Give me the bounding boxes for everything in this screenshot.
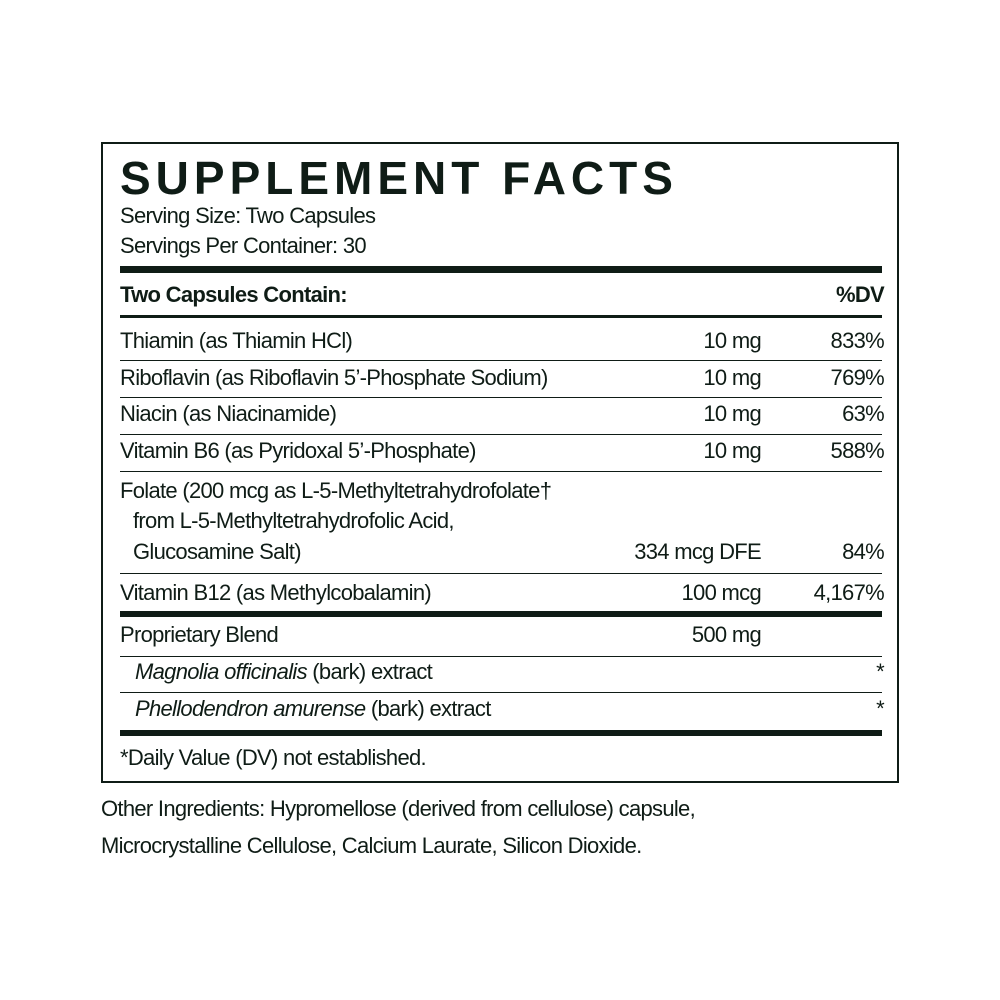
divider: [120, 434, 882, 435]
row-dv: 63%: [842, 401, 885, 426]
divider: [120, 573, 882, 574]
other-ingredients: Other Ingredients: Hypromellose (derived…: [101, 790, 901, 864]
other-ingredients-line: Other Ingredients: Hypromellose (derived…: [101, 796, 696, 821]
thick-divider: [120, 611, 882, 617]
row-dv: 4,167%: [813, 580, 885, 605]
row-dv: 769%: [830, 365, 885, 390]
row-amount: 334 mcg DFE: [634, 539, 761, 564]
other-ingredients-line: Microcrystalline Cellulose, Calcium Laur…: [101, 833, 642, 858]
row-name: Thiamin (as Thiamin HCl): [120, 328, 353, 353]
row-name: Riboflavin (as Riboflavin 5’-Phosphate S…: [120, 365, 548, 390]
header-dv: %DV: [835, 282, 885, 307]
row-amount: 10 mg: [703, 365, 761, 390]
serving-size: Serving Size: Two Capsules: [120, 203, 376, 228]
row-amount: 10 mg: [703, 438, 761, 463]
blend-item-part: (bark) extract: [365, 696, 491, 721]
divider: [120, 692, 882, 693]
blend-item: Magnolia officinalis (bark) extract: [135, 659, 433, 685]
header-contain: Two Capsules Contain:: [120, 282, 348, 307]
divider: [120, 360, 882, 361]
footnote: *Daily Value (DV) not established.: [120, 745, 427, 770]
latin-name: Magnolia officinalis: [135, 659, 308, 684]
row-name: Vitamin B12 (as Methylcobalamin): [120, 580, 432, 605]
divider: [120, 397, 882, 398]
latin-name: Phellodendron amurense: [135, 696, 366, 721]
blend-amount: 500 mg: [691, 622, 762, 647]
blend-item-part: (bark) extract: [306, 659, 433, 684]
row-dv: 84%: [842, 539, 885, 564]
row-name-line: from L-5-Methyltetrahydrofolic Acid,: [133, 508, 455, 533]
servings-per-container: Servings Per Container: 30: [120, 233, 367, 258]
thick-divider: [120, 266, 882, 273]
panel-title: SUPPLEMENT FACTS: [120, 152, 678, 204]
row-name: Vitamin B6 (as Pyridoxal 5’-Phosphate): [120, 438, 476, 463]
row-amount: 10 mg: [703, 328, 761, 353]
supplement-facts-panel: SUPPLEMENT FACTS Serving Size: Two Capsu…: [101, 142, 899, 783]
row-amount: 100 mcg: [681, 580, 762, 605]
blend-item: Phellodendron amurense (bark) extract: [135, 696, 491, 722]
row-dv: *: [876, 659, 885, 684]
row-name-line: Glucosamine Salt): [133, 539, 302, 564]
blend-name: Proprietary Blend: [120, 622, 279, 647]
divider: [120, 315, 882, 318]
divider: [120, 656, 882, 657]
row-amount: 10 mg: [703, 401, 761, 426]
row-dv: 588%: [830, 438, 885, 463]
row-dv: 833%: [830, 328, 885, 353]
divider: [120, 471, 882, 472]
thick-divider: [120, 730, 882, 736]
row-name: Niacin (as Niacinamide): [120, 401, 337, 426]
row-name-line: Folate (200 mcg as L-5-Methyltetrahydrof…: [120, 478, 552, 503]
row-dv: *: [876, 696, 885, 721]
